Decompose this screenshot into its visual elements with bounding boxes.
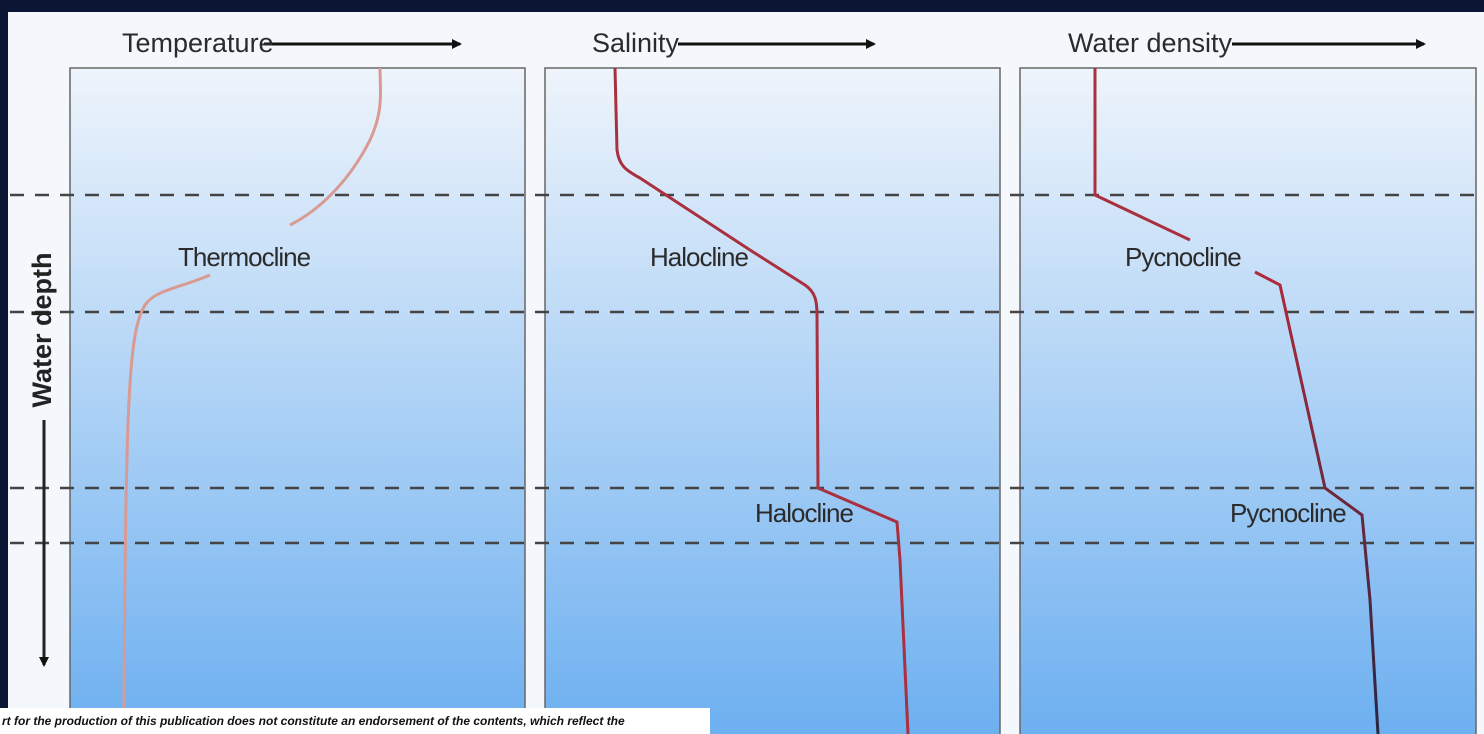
density-curve — [1254, 270, 1380, 734]
curve-label: Halocline — [755, 498, 853, 528]
dashed-lines — [10, 193, 1484, 545]
curve-label: Halocline — [650, 242, 748, 272]
temperature-curve — [122, 273, 211, 734]
panel-temperature — [69, 67, 526, 734]
curve-label: Pycnocline — [1125, 242, 1241, 272]
panel-title: Temperature — [122, 28, 274, 58]
panel-title: Water density — [1068, 28, 1233, 58]
footer-text: rt for the production of this publicatio… — [2, 714, 625, 728]
salinity-curve — [613, 67, 751, 252]
axis-label: Water depth — [27, 253, 57, 408]
temperature-curve — [289, 67, 383, 227]
panel-salinity — [544, 67, 1001, 734]
curve-label: Thermocline — [178, 242, 311, 272]
curve-label: Pycnocline — [1230, 498, 1346, 528]
footer-box — [0, 708, 710, 734]
density-curve — [1093, 68, 1191, 242]
panel-title: Salinity — [592, 28, 680, 58]
panel-density — [1019, 67, 1477, 734]
salinity-curve — [749, 248, 910, 734]
